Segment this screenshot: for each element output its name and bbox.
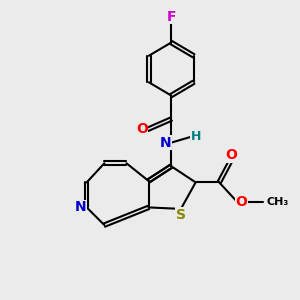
Text: O: O: [235, 194, 247, 208]
Text: CH₃: CH₃: [266, 196, 289, 206]
Text: F: F: [167, 10, 176, 24]
Text: N: N: [75, 200, 87, 214]
Text: O: O: [136, 122, 148, 136]
Text: H: H: [190, 130, 201, 143]
Text: S: S: [176, 208, 186, 222]
Text: O: O: [225, 148, 237, 162]
Text: N: N: [160, 136, 172, 150]
